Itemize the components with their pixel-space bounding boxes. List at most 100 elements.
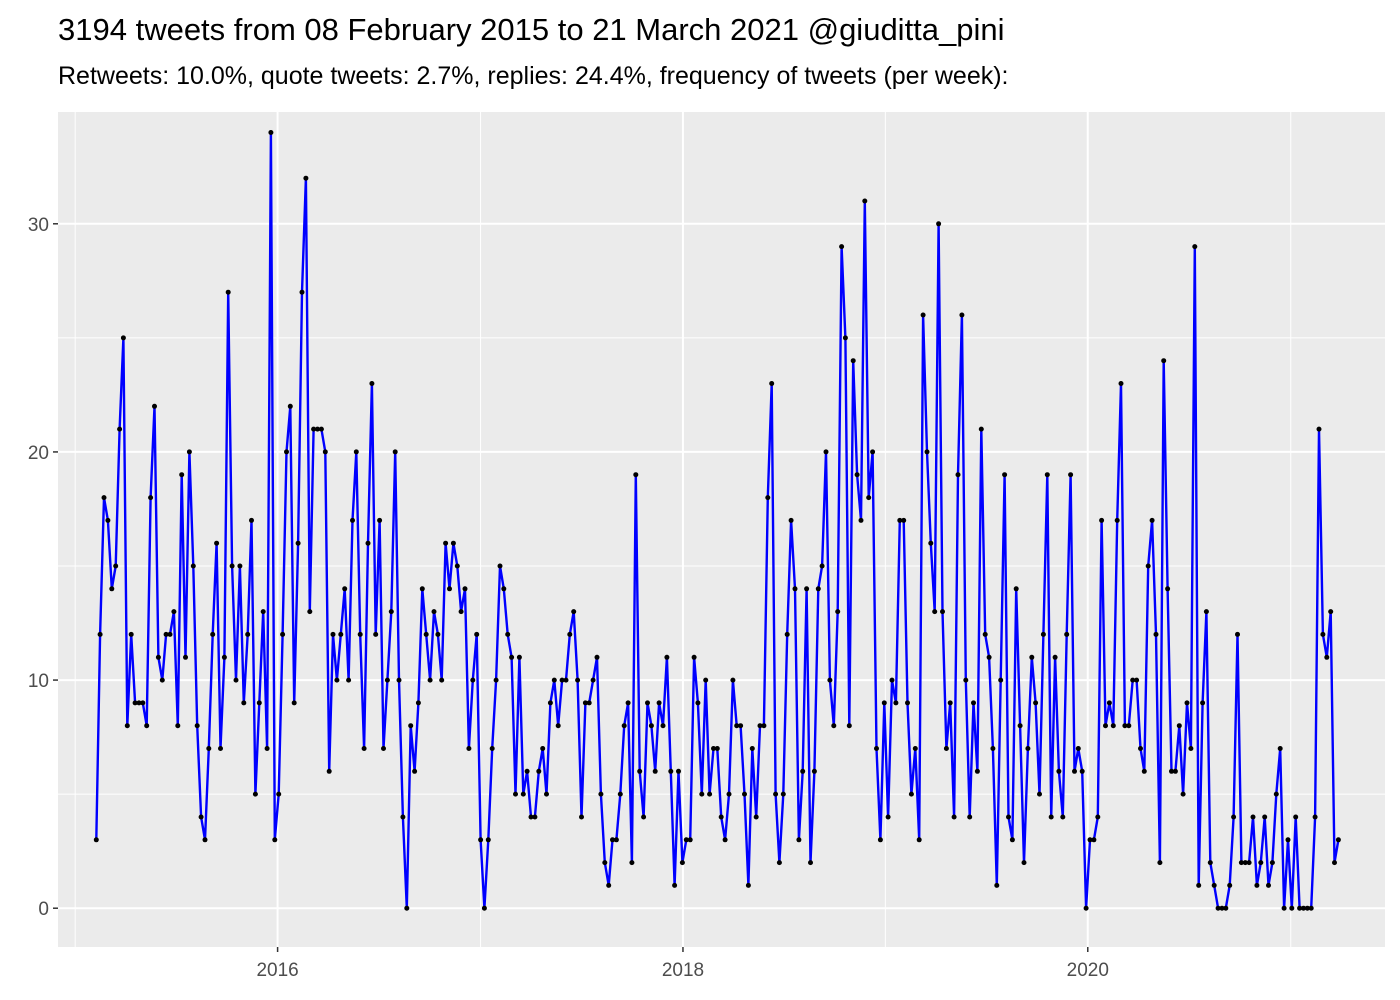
- data-point: [120, 335, 126, 341]
- data-point: [769, 381, 775, 386]
- data-point: [303, 175, 309, 181]
- data-point: [1316, 426, 1322, 432]
- data-point: [218, 746, 223, 751]
- data-point: [524, 768, 530, 774]
- data-point: [179, 472, 185, 478]
- data-point: [528, 814, 534, 820]
- data-point: [1242, 860, 1248, 866]
- data-point: [1196, 882, 1202, 888]
- data-point: [373, 631, 379, 637]
- data-point: [575, 677, 581, 683]
- data-point: [470, 677, 476, 683]
- data-point: [874, 746, 879, 751]
- data-point: [128, 631, 134, 637]
- data-point: [194, 723, 200, 729]
- data-point: [776, 860, 782, 866]
- data-point: [381, 746, 386, 751]
- data-point: [982, 631, 988, 637]
- data-point: [1002, 472, 1008, 478]
- data-point: [117, 426, 123, 432]
- data-point: [1238, 860, 1244, 866]
- data-point: [1083, 905, 1089, 911]
- data-point: [652, 768, 658, 774]
- data-point: [1269, 860, 1275, 866]
- data-point: [1219, 905, 1225, 911]
- data-point: [423, 631, 429, 637]
- data-point: [1332, 860, 1337, 866]
- data-point: [703, 677, 709, 683]
- data-point: [784, 631, 790, 637]
- data-point: [1262, 814, 1268, 820]
- data-point: [757, 723, 763, 729]
- data-point: [342, 586, 348, 592]
- data-point: [1095, 814, 1101, 820]
- data-point: [672, 882, 678, 888]
- y-tick-label: 10: [28, 671, 49, 692]
- data-point: [1060, 814, 1066, 820]
- data-point: [613, 837, 619, 843]
- data-point: [186, 449, 192, 455]
- data-point: [986, 654, 992, 660]
- data-point: [1056, 768, 1062, 774]
- series-points-group: [93, 130, 1341, 911]
- data-point: [427, 677, 433, 683]
- data-point: [365, 540, 371, 546]
- data-point: [734, 723, 740, 729]
- data-point: [353, 449, 359, 455]
- data-point: [1006, 814, 1011, 820]
- y-tick-label: 20: [28, 443, 49, 464]
- data-point: [862, 198, 868, 204]
- data-point: [707, 791, 713, 797]
- data-point: [450, 540, 456, 546]
- data-point: [804, 586, 810, 592]
- data-point: [668, 768, 674, 774]
- data-point: [454, 563, 460, 569]
- data-point: [478, 837, 484, 843]
- data-point: [144, 723, 150, 729]
- data-point: [369, 381, 375, 386]
- data-point: [1285, 837, 1291, 843]
- data-point: [377, 517, 383, 523]
- data-point: [780, 791, 786, 797]
- data-point: [648, 723, 654, 729]
- data-point: [237, 563, 243, 569]
- data-point: [586, 700, 592, 706]
- data-point: [400, 814, 406, 820]
- data-point: [683, 837, 689, 843]
- data-point: [905, 700, 910, 706]
- data-point: [233, 677, 239, 683]
- data-point: [1320, 631, 1326, 637]
- data-point: [474, 631, 480, 637]
- data-point: [1110, 723, 1116, 729]
- data-point: [171, 609, 177, 615]
- data-point: [1200, 700, 1206, 706]
- data-point: [1231, 814, 1237, 820]
- y-tick-label: 30: [28, 215, 49, 236]
- data-point: [443, 540, 449, 546]
- data-point: [206, 746, 212, 751]
- data-point: [610, 837, 615, 843]
- data-point: [695, 700, 701, 706]
- data-point: [124, 723, 130, 729]
- data-point: [516, 654, 522, 660]
- axes: 0 10 20 30 2016 2018 2020: [28, 215, 1109, 981]
- data-point: [602, 860, 608, 866]
- data-point: [943, 746, 949, 751]
- data-point: [559, 677, 565, 683]
- data-point: [260, 609, 266, 615]
- data-point: [311, 426, 317, 432]
- data-point: [1161, 358, 1167, 364]
- data-point: [439, 677, 445, 683]
- data-point: [765, 495, 771, 501]
- data-point: [846, 723, 852, 729]
- data-point: [229, 563, 235, 569]
- data-point: [1153, 631, 1159, 637]
- data-point: [1099, 517, 1105, 523]
- data-point: [140, 700, 146, 706]
- data-point: [1293, 814, 1299, 820]
- data-point: [971, 700, 976, 706]
- data-point: [241, 700, 247, 706]
- data-point: [1091, 837, 1097, 843]
- data-point: [167, 631, 173, 637]
- data-point: [1227, 882, 1233, 888]
